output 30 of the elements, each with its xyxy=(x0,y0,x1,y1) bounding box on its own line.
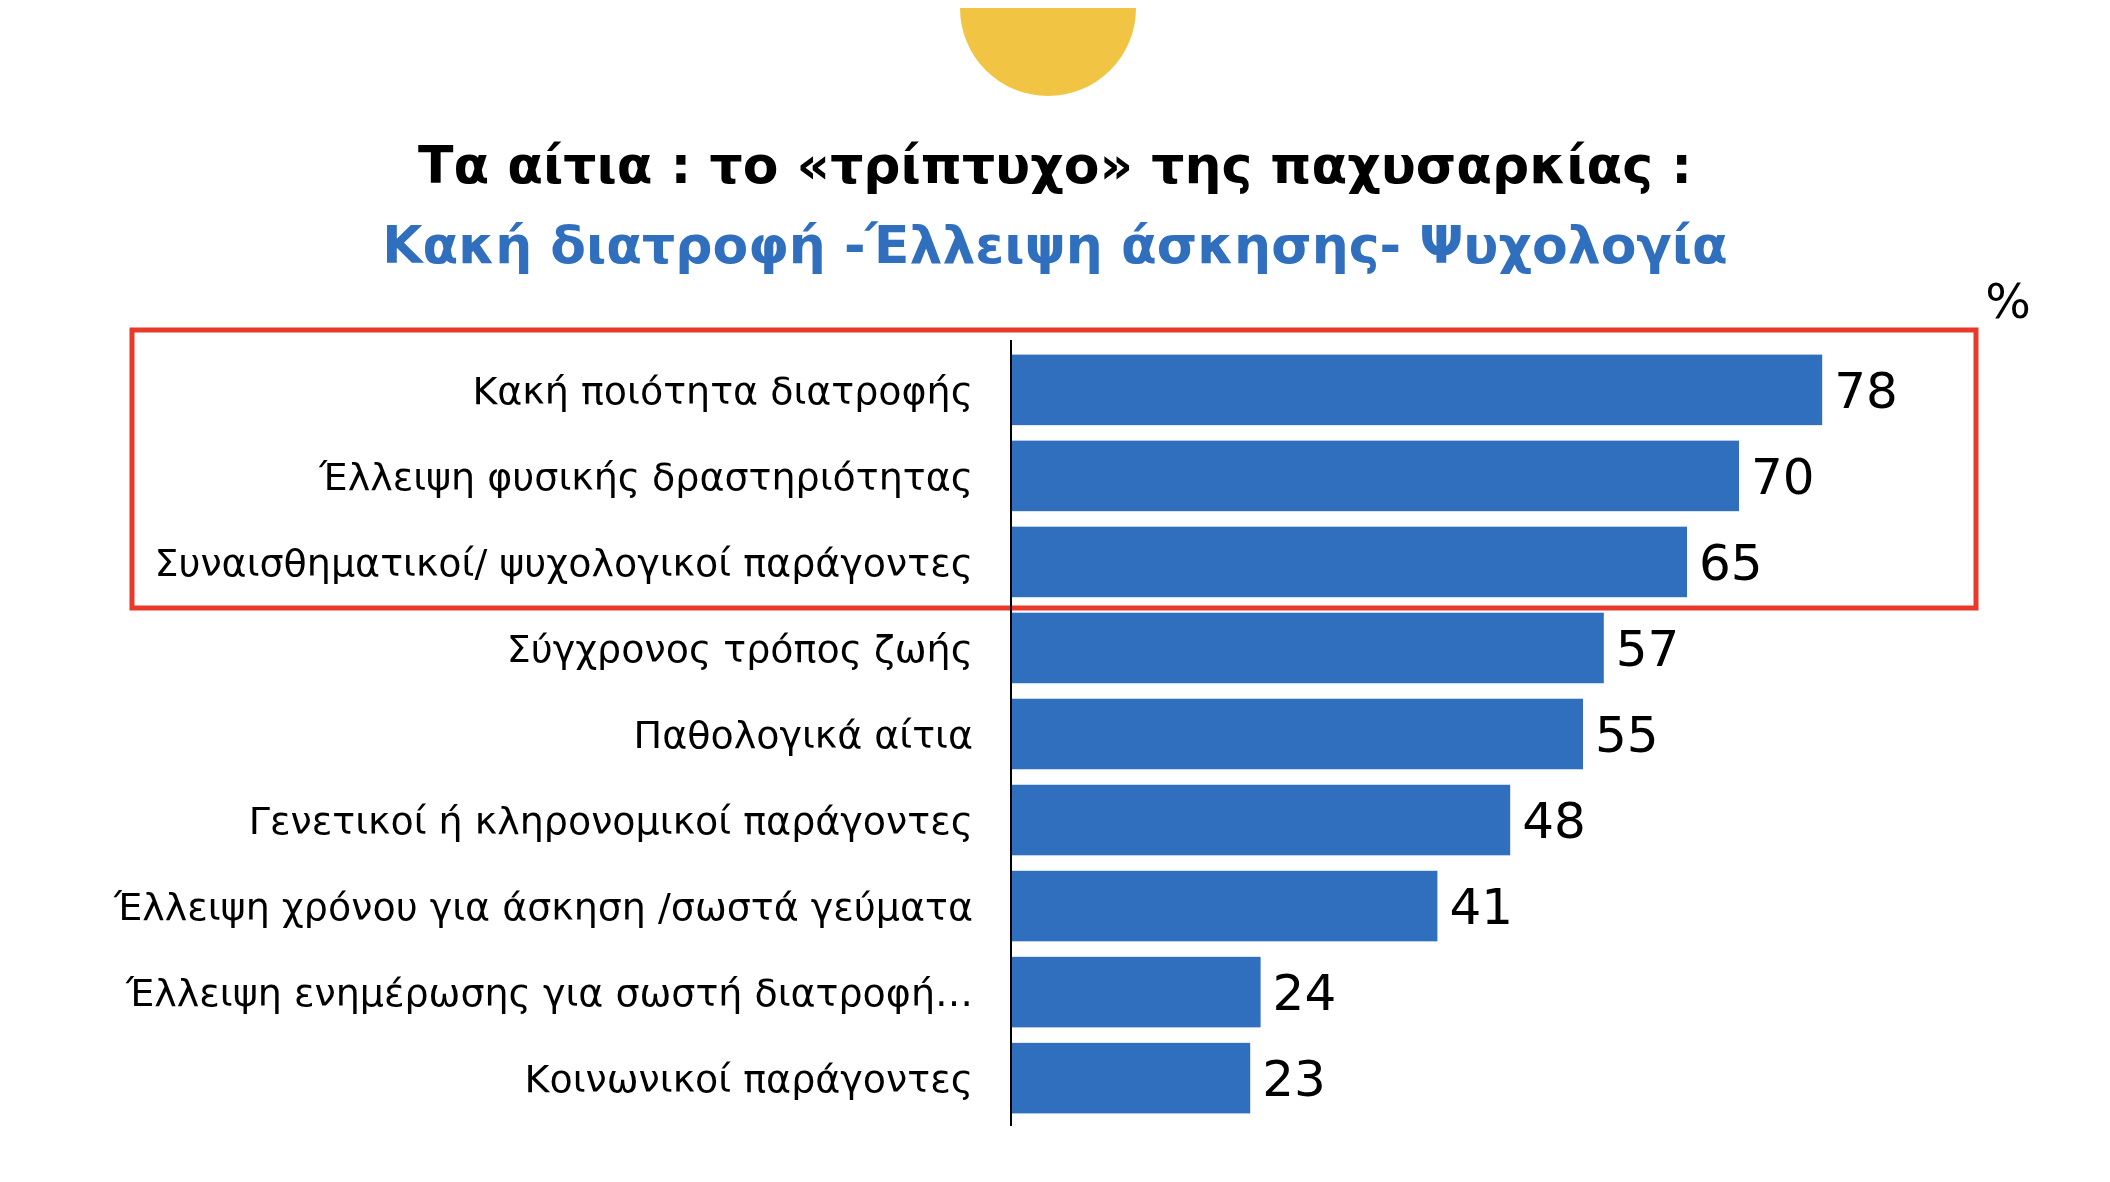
bar xyxy=(1011,354,1823,426)
bar xyxy=(1011,698,1583,770)
bar xyxy=(1011,440,1739,512)
y-tick-label: Κοινωνικοί παράγοντες xyxy=(524,1056,973,1101)
data-label: 70 xyxy=(1751,447,1815,506)
bar xyxy=(1011,956,1261,1028)
chart-title: Τα αίτια : το «τρίπτυχο» της παχυσαρκίας : xyxy=(418,135,1692,195)
y-tick-label: Σύγχρονος τρόπος ζωής xyxy=(506,626,973,671)
y-tick-label: Κακή ποιότητα διατροφής xyxy=(472,368,973,413)
bar xyxy=(1011,526,1687,598)
y-tick-label: Γενετικοί ή κληρονομικοί παράγοντες xyxy=(248,798,973,843)
chart-subtitle: Κακή διατροφή -Έλλειψη άσκησης- Ψυχολογία xyxy=(382,215,1728,275)
y-tick-label: Έλλειψη φυσικής δραστηριότητας xyxy=(318,454,973,499)
data-label: 48 xyxy=(1522,792,1586,851)
data-label: 55 xyxy=(1595,706,1659,764)
data-label: 24 xyxy=(1272,964,1337,1023)
y-tick-label: Έλλειψη ενημέρωσης για σωστή διατροφή… xyxy=(124,970,973,1015)
bar xyxy=(1011,612,1604,684)
x-axis-title: % xyxy=(1985,273,2031,329)
data-label: 57 xyxy=(1615,619,1680,678)
data-label: 41 xyxy=(1449,878,1514,937)
y-tick-label: Παθολογικά αίτια xyxy=(633,712,973,757)
bar xyxy=(1011,870,1438,942)
y-tick-label: Έλλειψη χρόνου για άσκηση /σωστά γεύματα xyxy=(112,884,973,929)
bar xyxy=(1011,1042,1251,1114)
y-tick-label: Συναισθηματικοί/ ψυχολογικοί παράγοντες xyxy=(154,540,973,585)
data-label: 23 xyxy=(1262,1050,1326,1109)
data-label: 65 xyxy=(1699,533,1763,592)
data-label: 78 xyxy=(1834,361,1898,420)
bar xyxy=(1011,784,1511,856)
